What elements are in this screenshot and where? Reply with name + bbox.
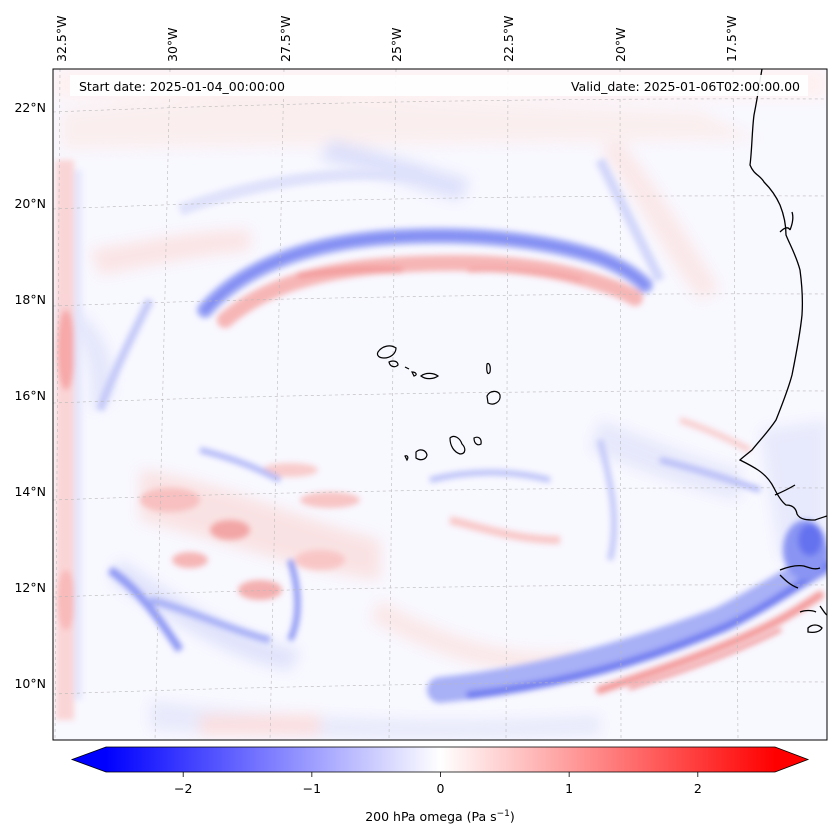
latitude-labels: 22°N 20°N 18°N 16°N 14°N 12°N 10°N (14, 100, 46, 691)
lat-label-10n: 10°N (14, 676, 46, 691)
start-date-label: Start date: 2025-01-04_00:00:00 (79, 79, 285, 94)
colorbar-tick-label: −1 (303, 781, 321, 796)
lon-label-22-5w: 22.5°W (501, 16, 516, 62)
lat-label-22n: 22°N (14, 100, 46, 115)
colorbar-tick-label: 1 (565, 781, 573, 796)
islands-cabo-verde (376, 345, 501, 462)
island-boa-vista (486, 390, 501, 405)
island-razo (411, 371, 417, 377)
valid-date-label: Valid_date: 2025-01-06T02:00:00.00 (571, 79, 800, 94)
colorbar-ticks: −2 −1 0 1 2 (174, 772, 702, 796)
lat-label-12n: 12°N (14, 580, 46, 595)
island-santa-luzia (404, 366, 410, 370)
colorbar-body (106, 747, 775, 772)
colorbar-tick-label: 2 (694, 781, 702, 796)
lat-label-20n: 20°N (14, 196, 46, 211)
colorbar-label: 200 hPa omega (Pa s−1) (365, 809, 515, 824)
island-maio (473, 436, 482, 446)
lon-label-27-5w: 27.5°W (278, 16, 293, 62)
island-brava (404, 455, 409, 462)
lon-label-25w: 25°W (389, 27, 404, 62)
lon-label-20w: 20°W (613, 27, 628, 62)
island-santo-antao (376, 345, 397, 359)
lon-label-32-5w: 32.5°W (54, 16, 69, 62)
map-panel: Start date: 2025-01-04_00:00:00 Valid_da… (52, 68, 828, 741)
colorbar-tick-label: 0 (437, 781, 445, 796)
colorbar-extend-max (775, 747, 808, 772)
colorbar: −2 −1 0 1 2 200 hPa omega (Pa s−1) (70, 746, 810, 824)
colorbar-tick-label: −2 (174, 781, 192, 796)
island-fogo (415, 449, 428, 461)
coastline-africa (738, 69, 827, 634)
graticule (53, 69, 827, 740)
lon-label-30w: 30°W (165, 27, 180, 62)
omega-field (53, 69, 827, 739)
lat-label-14n: 14°N (14, 484, 46, 499)
lat-label-16n: 16°N (14, 388, 46, 403)
island-sal (486, 362, 491, 375)
island-sao-nicolau (420, 372, 440, 380)
colorbar-extend-min (72, 747, 106, 772)
header-box (70, 75, 808, 96)
longitude-labels: 32.5°W 30°W 27.5°W 25°W 22.5°W 20°W 17.5… (54, 16, 739, 62)
colorbar-outline (70, 746, 810, 773)
lat-label-18n: 18°N (14, 292, 46, 307)
lon-label-17-5w: 17.5°W (724, 16, 739, 62)
island-santiago (449, 435, 466, 455)
island-sao-vicente (388, 360, 399, 368)
map-frame (52, 68, 828, 741)
